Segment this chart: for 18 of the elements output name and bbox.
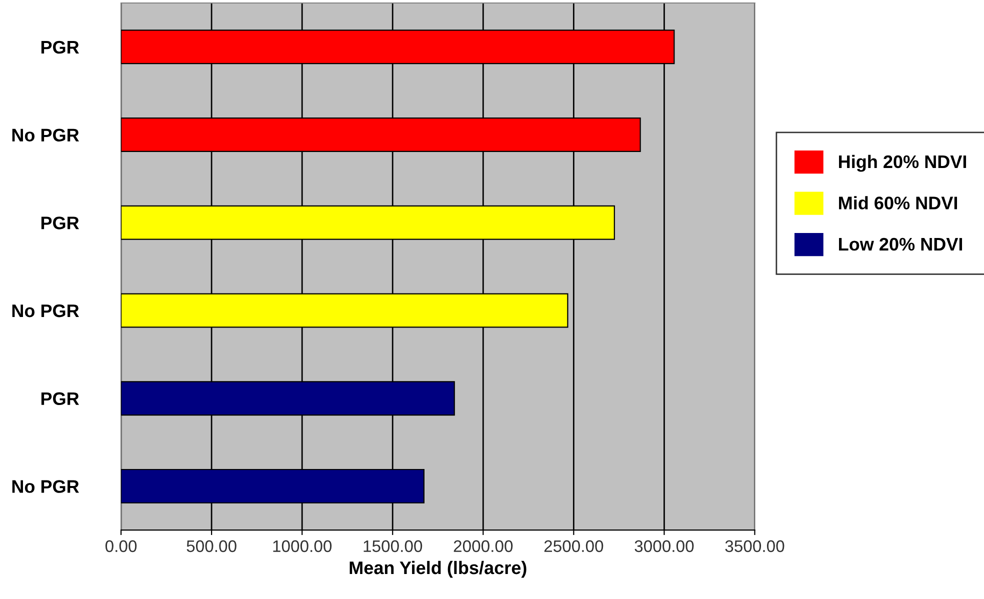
y-tick-label: PGR [41, 216, 79, 230]
x-tick-label: 2500.00 [544, 540, 604, 552]
y-tick-label: PGR [41, 40, 79, 54]
legend-label: Low 20% NDVI [839, 238, 962, 251]
legend-label: Mid 60% NDVI [839, 196, 958, 210]
y-tick-label: No PGR [12, 480, 79, 493]
x-tick-label: 3500.00 [725, 540, 784, 552]
x-tick-label: 1000.00 [273, 540, 332, 552]
x-tick-label: 3000.00 [634, 540, 694, 552]
x-tick-label: 2000.00 [454, 540, 513, 552]
x-tick-label: 0.00 [105, 540, 137, 552]
x-axis-title: Mean Yield (lbs/acre) [350, 560, 526, 578]
legend-label: High 20% NDVI [839, 154, 966, 172]
y-tick-label: No PGR [12, 304, 79, 318]
x-tick-label: 500.00 [186, 540, 236, 552]
x-tick-label: 1500.00 [364, 540, 422, 552]
y-tick-label: PGR [41, 392, 79, 406]
y-tick-label: No PGR [12, 128, 79, 142]
